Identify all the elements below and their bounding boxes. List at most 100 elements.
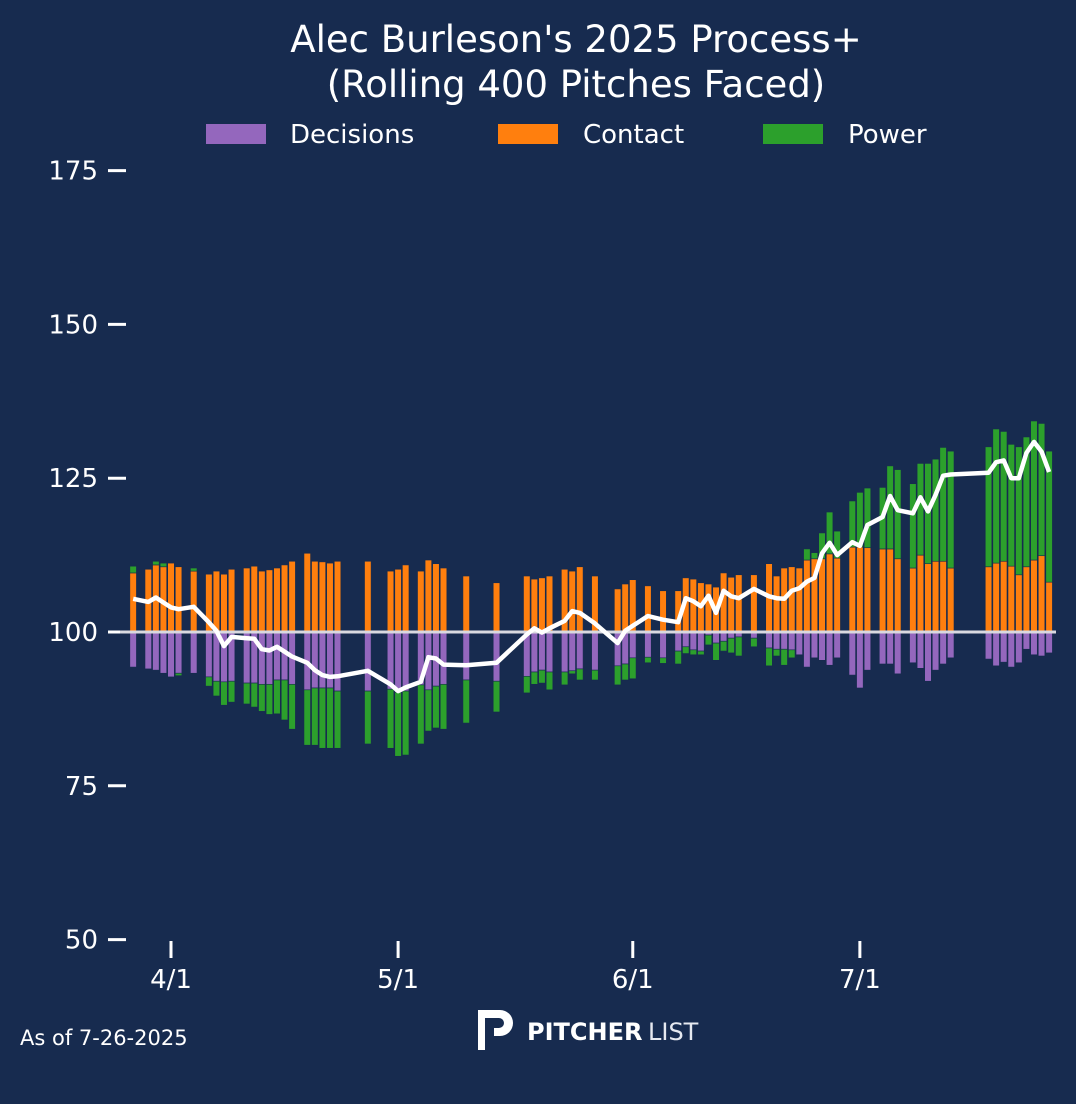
bar-contact-76 xyxy=(939,560,947,633)
bar-power-58 xyxy=(780,648,788,666)
bar-contact-30 xyxy=(439,567,448,633)
bar-contact-85 xyxy=(1037,555,1046,633)
bar-contact-0 xyxy=(129,572,137,633)
bar-power-62 xyxy=(810,552,819,560)
bar-decisions-83 xyxy=(1022,631,1031,650)
bar-power-57 xyxy=(772,648,781,657)
bar-contact-31 xyxy=(462,575,470,633)
logo-text-bold: PITCHER xyxy=(527,1018,642,1046)
bar-power-21 xyxy=(326,687,334,749)
pitcherlist-p-icon xyxy=(478,1010,513,1050)
bar-power-6 xyxy=(190,567,198,572)
bar-power-42 xyxy=(621,663,629,681)
bar-power-66 xyxy=(848,500,856,548)
bar-decisions-21 xyxy=(326,631,334,689)
bar-power-56 xyxy=(765,647,773,667)
x-tick-label-3: 7/1 xyxy=(839,965,881,995)
bar-contact-20 xyxy=(318,561,327,633)
bar-decisions-72 xyxy=(909,631,917,664)
bar-contact-22 xyxy=(333,560,342,633)
chart-title-line2: (Rolling 400 Pitches Faced) xyxy=(327,63,826,106)
bar-power-38 xyxy=(568,670,576,675)
bar-contact-17 xyxy=(288,560,296,633)
bar-decisions-5 xyxy=(174,631,183,674)
bar-contact-54 xyxy=(735,574,743,633)
bar-power-34 xyxy=(530,671,538,685)
bar-power-51 xyxy=(712,642,720,661)
bar-contact-48 xyxy=(689,578,697,633)
bar-power-64 xyxy=(825,511,834,555)
bar-power-77 xyxy=(947,450,955,569)
bar-power-23 xyxy=(364,690,372,745)
bar-decisions-0 xyxy=(129,631,137,668)
bar-contact-79 xyxy=(992,562,1000,633)
bar-contact-39 xyxy=(576,566,584,633)
bar-contact-16 xyxy=(280,564,289,633)
bar-decisions-86 xyxy=(1045,631,1053,654)
bar-decisions-7 xyxy=(205,631,213,678)
bar-contact-12 xyxy=(250,565,258,633)
bar-power-7 xyxy=(205,676,213,687)
bar-power-72 xyxy=(909,483,917,569)
bar-contact-44 xyxy=(644,585,652,633)
bar-decisions-32 xyxy=(492,631,501,682)
bar-decisions-44 xyxy=(644,631,652,658)
bar-decisions-78 xyxy=(984,631,993,660)
bar-power-28 xyxy=(424,689,432,732)
bar-contact-13 xyxy=(258,570,266,633)
bar-power-53 xyxy=(727,637,735,654)
y-tick-label-125: 125 xyxy=(48,464,98,494)
bar-power-61 xyxy=(803,548,811,561)
bar-power-45 xyxy=(659,657,667,664)
bar-power-26 xyxy=(402,690,410,756)
bar-decisions-63 xyxy=(818,631,826,661)
bar-power-71 xyxy=(894,469,902,560)
bar-power-85 xyxy=(1037,423,1046,557)
bar-decisions-74 xyxy=(924,631,932,682)
bar-contact-50 xyxy=(704,583,713,633)
bar-contact-8 xyxy=(212,570,221,633)
bar-contact-72 xyxy=(909,567,917,633)
bar-contact-34 xyxy=(530,578,538,633)
bar-power-39 xyxy=(576,668,584,681)
y-tick-label-100: 100 xyxy=(48,618,98,648)
bar-contact-59 xyxy=(788,566,796,633)
bar-decisions-79 xyxy=(992,631,1000,667)
bar-power-40 xyxy=(591,669,599,681)
bar-contact-38 xyxy=(568,570,576,633)
chart-title-line1: Alec Burleson's 2025 Process+ xyxy=(290,18,861,61)
logo-text-light: LIST xyxy=(648,1018,699,1046)
bar-decisions-59 xyxy=(788,631,796,651)
bar-power-47 xyxy=(682,646,690,654)
bar-contact-66 xyxy=(848,546,856,633)
y-tick-label-75: 75 xyxy=(65,772,98,802)
bar-contact-82 xyxy=(1015,574,1023,633)
bar-contact-24 xyxy=(386,570,395,633)
bar-decisions-67 xyxy=(856,631,864,689)
bar-decisions-61 xyxy=(803,631,811,668)
bar-power-49 xyxy=(697,650,705,656)
bar-decisions-62 xyxy=(810,631,819,659)
bar-power-73 xyxy=(916,463,925,556)
bar-contact-45 xyxy=(659,590,667,633)
bar-decisions-75 xyxy=(931,631,940,671)
bar-power-76 xyxy=(939,447,947,562)
bar-power-29 xyxy=(432,685,440,729)
bar-decisions-30 xyxy=(439,631,448,685)
legend-swatch-power xyxy=(763,124,823,144)
bar-decisions-46 xyxy=(674,631,682,652)
bar-power-17 xyxy=(288,683,296,730)
bar-power-46 xyxy=(674,650,682,665)
bar-contact-11 xyxy=(243,567,251,633)
bar-decisions-1 xyxy=(144,631,152,670)
bar-power-5 xyxy=(174,672,183,676)
bar-power-37 xyxy=(561,671,569,686)
bar-decisions-36 xyxy=(545,631,554,673)
bar-power-83 xyxy=(1022,436,1031,568)
bar-contact-84 xyxy=(1030,559,1038,633)
bar-contact-26 xyxy=(402,564,410,633)
bar-decisions-6 xyxy=(190,631,198,674)
bar-power-50 xyxy=(704,634,713,646)
y-tick-label-175: 175 xyxy=(48,157,98,187)
